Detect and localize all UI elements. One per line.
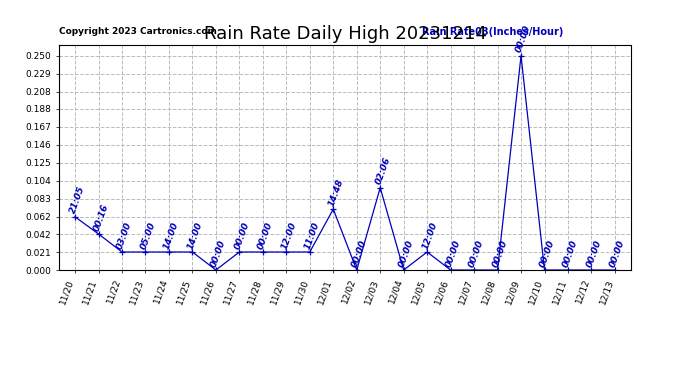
Text: 03:00: 03:00: [115, 220, 134, 250]
Text: 14:48: 14:48: [326, 177, 345, 207]
Text: 11:00: 11:00: [303, 220, 322, 250]
Text: 00:00: 00:00: [468, 238, 486, 268]
Text: 00:00: 00:00: [562, 238, 580, 268]
Text: 00:16: 00:16: [92, 202, 110, 232]
Text: 00:00: 00:00: [233, 220, 251, 250]
Text: 00:00: 00:00: [515, 24, 533, 54]
Text: 00:00: 00:00: [350, 238, 368, 268]
Title: Rain Rate Daily High 20231214: Rain Rate Daily High 20231214: [204, 26, 486, 44]
Text: 05:00: 05:00: [139, 220, 157, 250]
Text: 00:00: 00:00: [609, 238, 627, 268]
Text: 00:00: 00:00: [209, 238, 228, 268]
Text: 00:00: 00:00: [256, 220, 275, 250]
Text: 02:06: 02:06: [373, 156, 392, 186]
Text: 00:00: 00:00: [585, 238, 603, 268]
Text: Copyright 2023 Cartronics.com: Copyright 2023 Cartronics.com: [59, 27, 217, 36]
Text: 00:00: 00:00: [444, 238, 462, 268]
Text: 21:05: 21:05: [68, 185, 87, 215]
Text: 12:00: 12:00: [279, 220, 298, 250]
Text: Rain Rate03(Inches/Hour): Rain Rate03(Inches/Hour): [422, 27, 564, 37]
Text: 12:00: 12:00: [421, 220, 439, 250]
Text: 00:00: 00:00: [491, 238, 509, 268]
Text: 00:00: 00:00: [538, 238, 556, 268]
Text: 14:00: 14:00: [162, 220, 181, 250]
Text: 00:00: 00:00: [397, 238, 415, 268]
Text: 14:00: 14:00: [186, 220, 204, 250]
